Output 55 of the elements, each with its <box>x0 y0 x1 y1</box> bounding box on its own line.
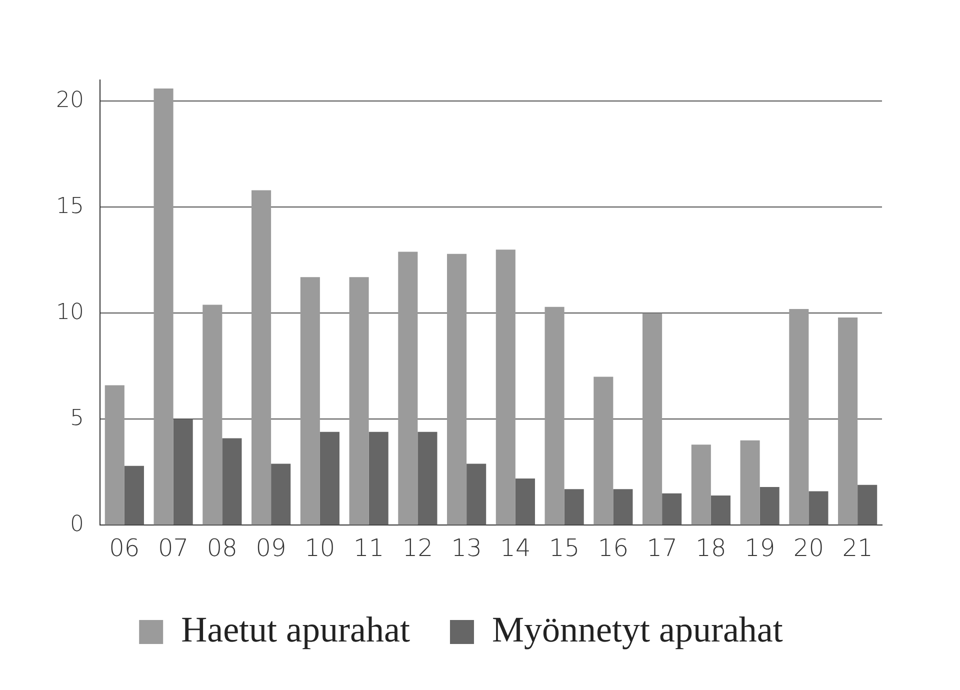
bar <box>124 466 144 525</box>
bar <box>564 489 584 525</box>
x-tick-label: 12 <box>402 534 433 562</box>
bar <box>642 313 662 525</box>
bar <box>760 487 780 525</box>
bar <box>515 478 535 525</box>
y-tick-label: 10 <box>56 300 84 325</box>
bar <box>154 88 174 525</box>
bar <box>300 277 320 525</box>
bar <box>613 489 633 525</box>
bar <box>418 432 438 525</box>
x-tick-label: 10 <box>304 534 336 562</box>
bar <box>271 464 291 525</box>
bar <box>398 252 418 525</box>
bar <box>447 254 467 525</box>
bar <box>858 484 878 525</box>
y-tick-label: 20 <box>56 88 84 113</box>
x-tick-label: 07 <box>158 534 189 562</box>
bar <box>662 493 682 525</box>
bar <box>544 306 564 525</box>
x-tick-label: 11 <box>354 534 384 562</box>
bar <box>173 419 193 525</box>
x-tick-label: 13 <box>451 534 482 562</box>
x-tick-label: 16 <box>598 534 628 562</box>
x-tick-label: 06 <box>109 534 140 562</box>
bar <box>710 496 730 525</box>
bar <box>202 304 222 525</box>
x-tick-label: 20 <box>793 534 824 562</box>
x-tick-label: 18 <box>696 534 726 562</box>
bar <box>789 308 809 525</box>
x-tick-label: 17 <box>646 534 678 562</box>
x-tick-label: 08 <box>206 534 238 562</box>
x-tick-label: 21 <box>842 534 873 562</box>
bar <box>466 464 486 525</box>
legend-label: Myönnetyt apurahat <box>492 609 783 650</box>
x-tick-label: 15 <box>549 534 580 562</box>
bar <box>594 376 614 525</box>
y-tick-label: 15 <box>56 194 84 219</box>
x-tick-label: 19 <box>744 534 776 562</box>
x-tick-label: 14 <box>500 534 531 562</box>
legend-label: Haetut apurahat <box>181 609 410 650</box>
x-tick-label: 09 <box>256 534 286 562</box>
y-tick-label: 0 <box>70 512 84 537</box>
bar <box>740 440 760 525</box>
bar <box>838 317 858 525</box>
bar <box>691 444 711 525</box>
bar <box>252 190 272 525</box>
bar <box>222 438 242 525</box>
bar <box>368 432 388 525</box>
y-tick-label: 5 <box>70 406 84 431</box>
bar <box>104 385 124 525</box>
bar <box>320 432 340 525</box>
bar <box>808 491 828 525</box>
bar <box>496 250 516 525</box>
bar <box>349 277 369 525</box>
